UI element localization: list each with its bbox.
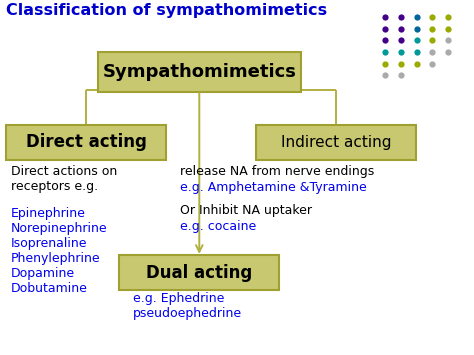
- Text: Indirect acting: Indirect acting: [281, 135, 391, 150]
- FancyBboxPatch shape: [6, 125, 166, 160]
- Text: e.g. cocaine: e.g. cocaine: [181, 220, 257, 233]
- Text: Direct actions on
receptors e.g.: Direct actions on receptors e.g.: [11, 165, 117, 193]
- Text: Epinephrine
Norepinephrine
Isoprenaline
Phenylephrine
Dopamine
Dobutamine: Epinephrine Norepinephrine Isoprenaline …: [11, 207, 108, 295]
- Text: release NA from nerve endings: release NA from nerve endings: [181, 165, 375, 178]
- Text: e.g. Ephedrine
pseudoephedrine: e.g. Ephedrine pseudoephedrine: [133, 292, 243, 320]
- Text: Classification of sympathomimetics: Classification of sympathomimetics: [6, 3, 327, 18]
- Text: Dual acting: Dual acting: [146, 264, 253, 282]
- Text: Or Inhibit NA uptaker: Or Inhibit NA uptaker: [181, 204, 312, 217]
- Text: Sympathomimetics: Sympathomimetics: [102, 63, 296, 81]
- Text: Direct acting: Direct acting: [26, 133, 146, 151]
- FancyBboxPatch shape: [119, 255, 279, 290]
- FancyBboxPatch shape: [256, 125, 416, 160]
- Text: e.g. Amphetamine &Tyramine: e.g. Amphetamine &Tyramine: [181, 181, 367, 194]
- FancyBboxPatch shape: [98, 51, 301, 92]
